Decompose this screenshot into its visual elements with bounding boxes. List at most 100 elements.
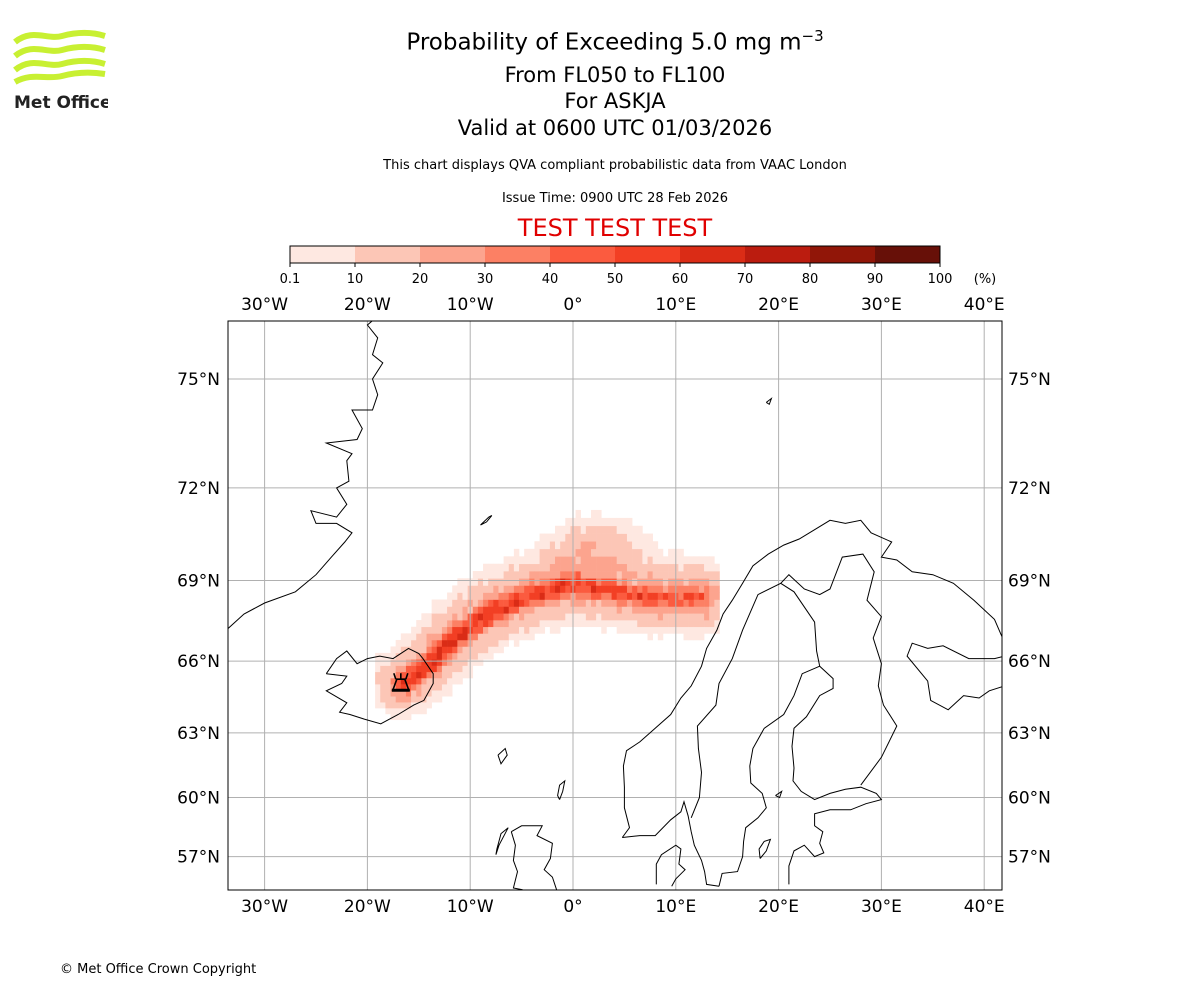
- plume-cell: [508, 626, 515, 634]
- plume-cell: [668, 571, 674, 579]
- plume-cell: [611, 613, 617, 621]
- plume-cell: [657, 585, 664, 593]
- plume-cell: [503, 599, 510, 607]
- plume-cell: [539, 626, 546, 634]
- plume-cell: [704, 606, 710, 614]
- plume-cell: [647, 592, 653, 600]
- plume-cell: [385, 690, 391, 697]
- plume-cell: [601, 541, 607, 550]
- plume-cell: [513, 571, 520, 579]
- plume-cell: [652, 578, 659, 586]
- plume-cell: [575, 613, 582, 621]
- plume-cell: [616, 556, 623, 565]
- ash-plume: [375, 509, 720, 721]
- plume-cell: [668, 620, 674, 628]
- plume-cell: [411, 626, 417, 634]
- plume-cell: [693, 599, 700, 607]
- plume-cell: [596, 533, 602, 542]
- plume-cell: [698, 620, 705, 628]
- lon-label-bottom: 30°W: [241, 897, 288, 917]
- plume-cell: [436, 639, 443, 647]
- plume-cell: [483, 633, 489, 641]
- plume-cell: [709, 578, 715, 586]
- coastline-sefi: [780, 582, 821, 667]
- plume-cell: [693, 606, 700, 614]
- plume-cell: [380, 690, 386, 697]
- plume-cell: [621, 556, 628, 565]
- plume-cell: [426, 639, 432, 647]
- plume-cell: [457, 633, 463, 641]
- plume-cell: [688, 585, 695, 593]
- plume-cell: [560, 585, 566, 593]
- plume-cell: [575, 592, 582, 600]
- plume-cell: [400, 639, 407, 647]
- plume-cell: [524, 571, 530, 579]
- plume-cell: [657, 599, 664, 607]
- plume-cell: [606, 533, 612, 542]
- plume-cell: [524, 613, 530, 621]
- plume-cell: [555, 556, 561, 565]
- plume-cell: [472, 659, 479, 666]
- plume-cell: [683, 613, 689, 621]
- plume-cell: [411, 690, 417, 697]
- plume-cell: [549, 571, 556, 579]
- plume-cell: [678, 626, 684, 634]
- plume-cell: [416, 708, 422, 715]
- plume-cell: [606, 517, 612, 527]
- plume-cell: [452, 606, 458, 614]
- plume-cell: [477, 639, 484, 647]
- plume-cell: [642, 571, 648, 579]
- plume-cell: [508, 592, 515, 600]
- plume-cell: [483, 599, 489, 607]
- plume-cell: [483, 585, 489, 593]
- lon-label-top: 20°W: [344, 295, 391, 315]
- plume-cell: [698, 578, 705, 586]
- plume-cell: [400, 690, 407, 697]
- plume-cell: [704, 556, 710, 565]
- plume-cell: [580, 541, 587, 550]
- plume-cell: [611, 620, 617, 628]
- plume-cell: [601, 613, 607, 621]
- plume-cell: [580, 599, 587, 607]
- coastline-bear: [765, 397, 773, 406]
- plume-cell: [632, 613, 638, 621]
- plume-cell: [714, 571, 720, 579]
- lat-label-left: 60°N: [177, 789, 220, 809]
- plume-cell: [652, 606, 659, 614]
- plume-cell: [626, 585, 633, 593]
- coastline-aland: [775, 790, 783, 799]
- plume-cell: [632, 599, 638, 607]
- plume-cell: [678, 571, 684, 579]
- plume-cell: [632, 548, 638, 557]
- plume-cell: [626, 517, 633, 527]
- plume-cell: [385, 702, 391, 709]
- plume-cell: [642, 613, 648, 621]
- plume-cell: [493, 620, 499, 628]
- colorbar-tick-label: 30: [477, 272, 494, 287]
- colorbar-tick-label: 40: [542, 272, 559, 287]
- plume-cell: [585, 578, 592, 586]
- plume-cell: [447, 606, 453, 614]
- plume-cell: [380, 665, 386, 673]
- plume-cell: [462, 633, 468, 641]
- plume-cell: [688, 592, 695, 600]
- plume-cell: [416, 620, 422, 628]
- plume-cell: [447, 652, 453, 660]
- flight-levels: From FL050 to FL100: [504, 63, 726, 87]
- plume-cell: [662, 599, 669, 607]
- plume-cell: [632, 606, 638, 614]
- plume-cell: [611, 541, 617, 550]
- plume-cell: [647, 571, 653, 579]
- plume-cell: [498, 599, 504, 607]
- plume-cell: [426, 671, 432, 679]
- copyright: © Met Office Crown Copyright: [60, 962, 257, 977]
- plume-cell: [411, 639, 417, 647]
- plume-cell: [483, 626, 489, 634]
- plume-cell: [668, 606, 674, 614]
- plume-cell: [549, 606, 556, 614]
- plume-cell: [632, 592, 638, 600]
- plume-cell: [493, 613, 499, 621]
- plume-cell: [411, 659, 417, 666]
- plume-cell: [616, 578, 623, 586]
